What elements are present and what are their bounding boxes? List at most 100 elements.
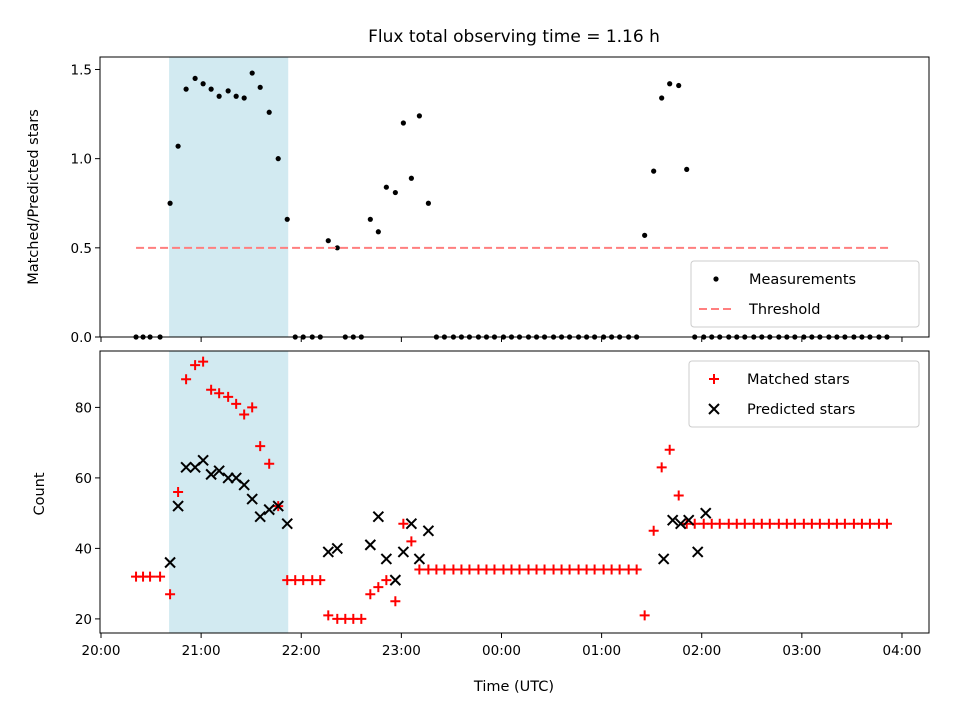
legend-swatch: [709, 374, 719, 384]
data-point: [789, 518, 800, 529]
data-point: [398, 518, 409, 529]
legend: Measurements Threshold: [690, 260, 920, 328]
data-point: [334, 245, 340, 251]
data-point: [700, 507, 712, 519]
data-point: [405, 518, 418, 530]
data-point: [667, 81, 673, 87]
data-point: [657, 553, 670, 565]
data-point: [315, 575, 326, 586]
upper-panel: 0.0 0.5 1.0 1.5 Measurements Threshold: [71, 56, 930, 346]
data-point: [864, 518, 875, 529]
x-tick-label: 04:00: [883, 643, 922, 659]
legend-box: [690, 260, 920, 328]
x-tick-label: 23:00: [382, 643, 421, 659]
data-point: [175, 143, 181, 149]
lower-y-axis-label: Count: [32, 472, 48, 515]
y-tick-label: 0.5: [71, 241, 92, 257]
data-point: [365, 589, 376, 600]
data-point: [406, 536, 417, 547]
data-point: [233, 93, 239, 99]
data-point: [400, 120, 406, 126]
data-point: [364, 539, 377, 551]
shaded-interval: [169, 57, 289, 337]
data-point: [414, 564, 425, 575]
data-point: [172, 500, 184, 512]
series-matched-stars: [131, 356, 892, 624]
data-point: [206, 384, 217, 395]
legend-swatch: [713, 276, 719, 282]
data-point: [683, 514, 695, 526]
data-point: [241, 95, 247, 101]
data-point: [464, 564, 475, 575]
x-tick-label: 21:00: [182, 643, 221, 659]
data-point: [323, 610, 334, 621]
y-tick-label: 40: [75, 541, 92, 557]
legend-label: Threshold: [748, 302, 820, 318]
data-point: [381, 575, 392, 586]
data-point: [200, 81, 206, 87]
data-point: [367, 216, 373, 222]
data-point: [183, 86, 189, 92]
data-point: [214, 388, 225, 399]
data-point: [281, 518, 293, 530]
data-point: [659, 95, 665, 101]
series-predicted-stars: [164, 454, 712, 586]
data-point: [181, 374, 192, 385]
data-point: [180, 461, 192, 474]
data-point: [165, 589, 176, 600]
data-point: [639, 610, 650, 621]
legend: Matched stars Predicted stars: [688, 360, 920, 428]
data-point: [284, 216, 290, 222]
legend-label: Measurements: [749, 272, 856, 288]
data-point: [656, 462, 667, 473]
data-point: [514, 564, 525, 575]
data-point: [676, 82, 682, 89]
data-point: [239, 409, 250, 420]
data-point: [173, 487, 184, 497]
data-point: [246, 493, 258, 505]
x-tick-label: 20:00: [82, 643, 121, 659]
x-tick-label: 02:00: [682, 643, 721, 659]
data-point: [684, 166, 690, 172]
x-tick-label: 00:00: [482, 643, 521, 659]
data-point: [205, 468, 217, 481]
data-point: [264, 458, 275, 469]
data-point: [263, 503, 275, 516]
data-point: [839, 518, 850, 529]
data-point: [390, 596, 401, 607]
data-point: [254, 510, 266, 523]
data-point: [247, 402, 258, 413]
data-point: [692, 546, 704, 558]
data-point: [231, 398, 242, 409]
x-axis-label: Time (UTC): [473, 679, 554, 695]
data-point: [380, 553, 393, 565]
data-point: [216, 93, 222, 99]
data-point: [814, 518, 825, 529]
data-point: [389, 574, 402, 586]
data-point: [651, 168, 657, 174]
data-point: [489, 564, 500, 575]
data-point: [198, 356, 209, 367]
data-point: [631, 564, 642, 575]
data-point: [238, 479, 250, 491]
data-point: [167, 200, 173, 206]
data-point: [257, 84, 263, 90]
data-point: [764, 518, 775, 529]
data-point: [249, 70, 255, 76]
data-point: [739, 518, 750, 529]
data-point: [666, 514, 679, 526]
data-point: [255, 441, 266, 452]
data-point: [208, 86, 214, 92]
legend-swatch: [708, 403, 720, 415]
data-point: [564, 564, 575, 575]
data-point: [322, 546, 334, 558]
data-point: [190, 360, 201, 371]
data-point: [372, 510, 385, 523]
data-point: [648, 525, 659, 536]
data-point: [213, 465, 225, 477]
legend-box: [688, 360, 920, 428]
data-point: [155, 571, 166, 582]
data-point: [589, 564, 600, 575]
data-point: [439, 564, 450, 575]
axes-frame: [99, 350, 930, 634]
